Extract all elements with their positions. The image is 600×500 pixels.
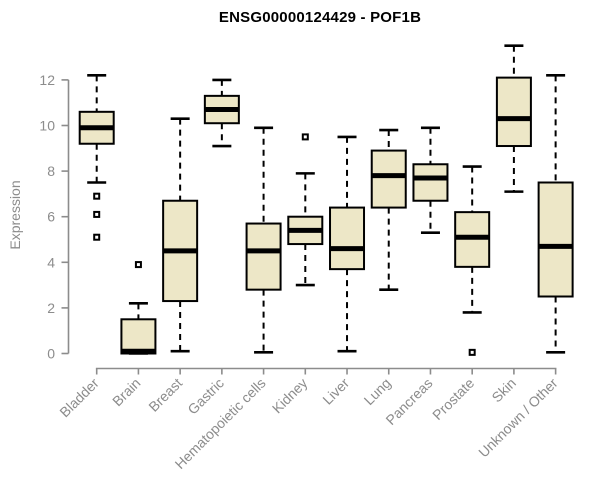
iqr-box <box>537 181 574 298</box>
outlier-point <box>93 192 101 200</box>
iqr-box <box>245 222 282 291</box>
y-tick-label: 8 <box>47 163 55 179</box>
iqr-box <box>495 76 532 148</box>
x-category-label: Brain <box>109 375 143 409</box>
y-tick-label: 2 <box>47 300 55 316</box>
y-tick-label: 4 <box>47 254 55 270</box>
y-tick-label: 12 <box>39 72 55 88</box>
chart-title: ENSG00000124429 - POF1B <box>218 9 422 26</box>
x-category-label: Lung <box>361 375 394 408</box>
y-tick-label: 10 <box>39 118 55 134</box>
x-category-label: Breast <box>145 375 185 415</box>
iqr-box <box>412 163 449 202</box>
x-category-label: Liver <box>319 375 352 408</box>
outlier-point <box>134 261 142 269</box>
outlier-point <box>301 133 309 141</box>
outlier-point <box>93 233 101 241</box>
iqr-box <box>120 318 157 355</box>
iqr-box <box>370 149 407 209</box>
x-category-label: Prostate <box>429 375 477 423</box>
outlier-point <box>93 210 101 218</box>
y-tick-label: 0 <box>47 346 55 362</box>
iqr-box <box>329 206 366 271</box>
x-category-label: Skin <box>488 375 519 406</box>
x-category-label: Unknown / Other <box>475 375 561 461</box>
outlier-point <box>468 348 476 356</box>
x-category-label: Bladder <box>56 375 102 421</box>
y-tick-label: 6 <box>47 209 55 225</box>
x-category-label: Kidney <box>269 375 311 417</box>
